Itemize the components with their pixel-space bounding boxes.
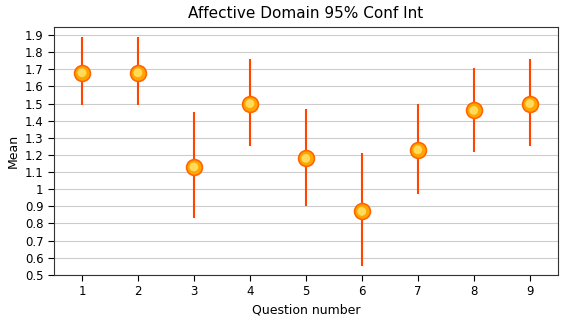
- Point: [301, 156, 310, 161]
- Point: [301, 156, 310, 161]
- Point: [525, 101, 534, 106]
- Point: [134, 70, 143, 75]
- Point: [525, 101, 534, 106]
- Point: [413, 147, 422, 152]
- Y-axis label: Mean: Mean: [6, 134, 19, 168]
- Point: [190, 164, 199, 170]
- Point: [358, 209, 367, 214]
- Point: [77, 70, 86, 75]
- Point: [134, 70, 143, 75]
- Point: [358, 209, 367, 214]
- Point: [245, 101, 254, 106]
- Point: [245, 101, 254, 106]
- Point: [190, 164, 199, 170]
- Point: [77, 70, 86, 75]
- Point: [413, 147, 422, 152]
- Point: [469, 108, 478, 113]
- X-axis label: Question number: Question number: [252, 304, 360, 317]
- Title: Affective Domain 95% Conf Int: Affective Domain 95% Conf Int: [188, 6, 424, 21]
- Point: [469, 108, 478, 113]
